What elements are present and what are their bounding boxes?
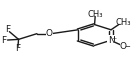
Text: O: O: [46, 29, 53, 38]
Text: F: F: [15, 44, 20, 53]
Text: N: N: [108, 36, 114, 45]
Text: O: O: [120, 42, 127, 51]
Text: CH₃: CH₃: [87, 10, 103, 19]
Text: F: F: [5, 25, 10, 34]
Text: CH₃: CH₃: [116, 18, 131, 27]
Text: F: F: [1, 36, 6, 45]
Text: +: +: [112, 36, 117, 41]
Text: −: −: [124, 44, 130, 50]
